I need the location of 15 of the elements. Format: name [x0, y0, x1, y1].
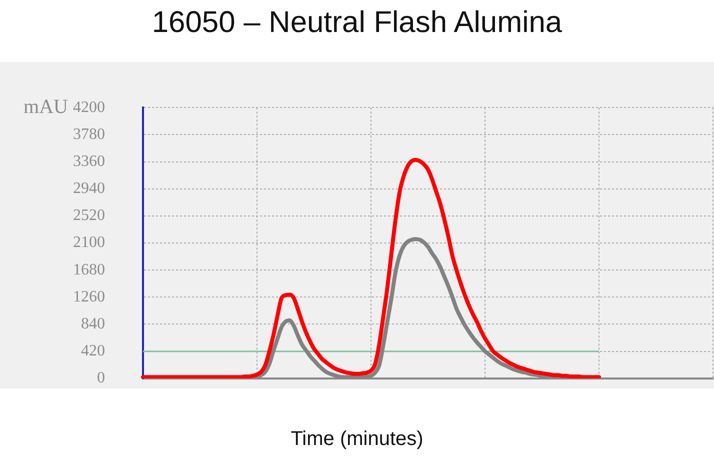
y-tick-label: 2100	[73, 234, 105, 252]
y-tick-label: 2520	[73, 207, 105, 224]
y-tick-label: 2940	[73, 180, 105, 198]
y-tick-label: 840	[81, 315, 105, 332]
chart-title: 16050 – Neutral Flash Alumina	[150, 5, 564, 41]
y-axis-title: mAU	[24, 96, 69, 118]
y-tick-label: 3780	[73, 126, 105, 143]
y-tick-label: 4200	[73, 98, 105, 116]
y-tick-label: 1260	[73, 288, 105, 306]
y-tick-label: 3360	[73, 152, 105, 170]
x-axis-title: Time (minutes)	[290, 427, 424, 451]
y-tick-label: 1680	[73, 261, 105, 278]
line-series	[141, 158, 601, 378]
y-tick-label: 0	[97, 370, 105, 387]
y-tick-label: 420	[81, 342, 105, 360]
